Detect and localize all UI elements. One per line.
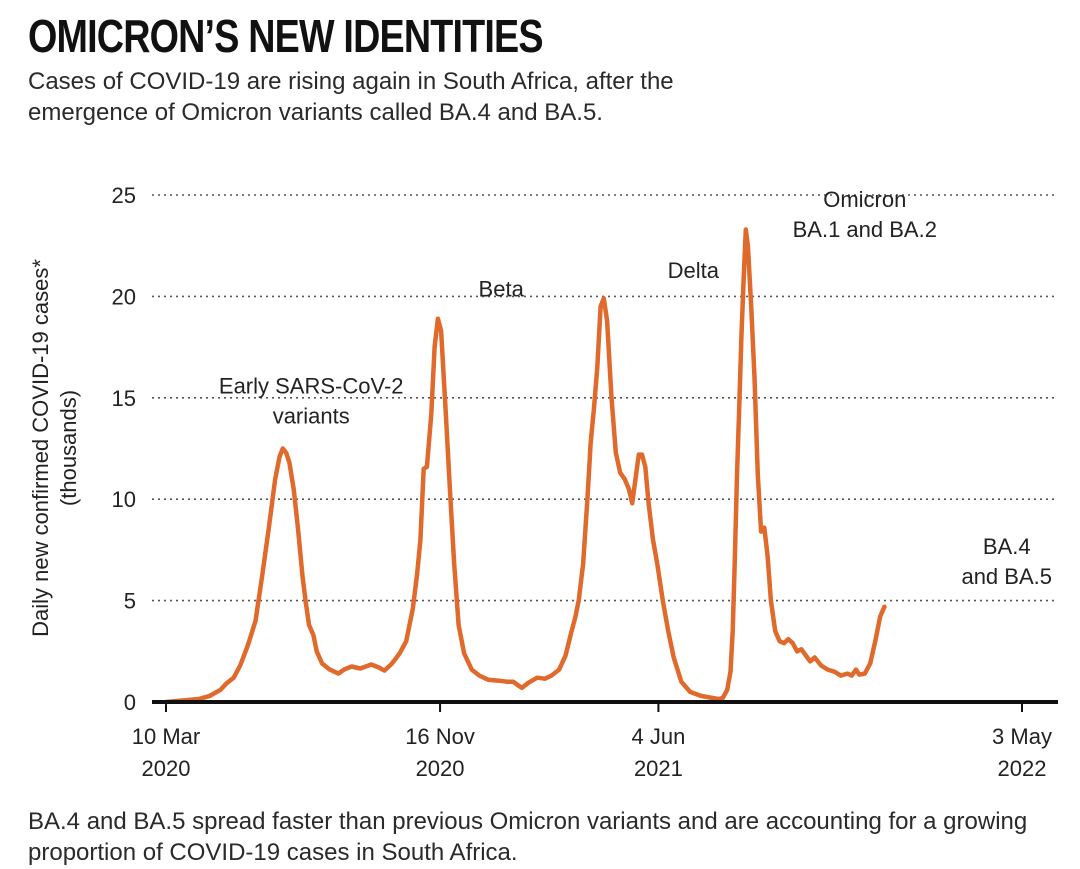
y-tick-label: 25 xyxy=(112,183,136,208)
footnote: BA.4 and BA.5 spread faster than previou… xyxy=(28,808,1028,866)
series-line-daily-cases xyxy=(163,227,887,705)
y-axis-label: Daily new confirmed COVID-19 cases* xyxy=(28,259,53,637)
annotation: Omicron BA.1 and BA.2 xyxy=(793,187,937,242)
annotation-label: Omicron xyxy=(823,187,906,212)
chart-title: OMICRON’S NEW IDENTITIES xyxy=(28,10,544,62)
x-tick-label: 4 Jun xyxy=(632,724,686,749)
y-tick-label: 5 xyxy=(124,589,136,614)
x-tick-label-year: 2020 xyxy=(416,756,465,781)
annotation-label: BA.4 xyxy=(983,534,1031,559)
x-tick-label: 3 May xyxy=(992,724,1052,749)
annotation-label: Early SARS-CoV-2 xyxy=(219,374,404,399)
annotation-label: Beta xyxy=(479,276,525,301)
y-axis-label-unit: (thousands) xyxy=(56,390,81,506)
x-tick-label-year: 2022 xyxy=(998,756,1047,781)
annotation: Early SARS-CoV-2 variants xyxy=(219,374,404,429)
gridlines xyxy=(152,194,1058,602)
annotation-label: variants xyxy=(273,404,350,429)
y-tick-label: 15 xyxy=(112,386,136,411)
x-tick-label-year: 2021 xyxy=(634,756,683,781)
y-tick-label: 20 xyxy=(112,284,136,309)
chart-subtitle: Cases of COVID-19 are rising again in So… xyxy=(28,68,674,126)
annotation: Beta xyxy=(479,276,525,301)
y-tick-label: 0 xyxy=(124,690,136,715)
x-tick-label: 16 Nov xyxy=(405,724,475,749)
x-axis-ticks: 10 Mar 2020 16 Nov 2020 4 Jun 2021 3 May 2022 xyxy=(132,702,1052,781)
x-tick-label: 10 Mar xyxy=(132,724,200,749)
x-tick-label-year: 2020 xyxy=(142,756,191,781)
wave-annotations: Early SARS-CoV-2 variants Beta Delta Omicron… xyxy=(219,187,1052,589)
annotation: BA.4 and BA.5 xyxy=(961,534,1052,589)
y-tick-label: 10 xyxy=(112,487,136,512)
annotation-label: and BA.5 xyxy=(961,564,1052,589)
annotation-label: BA.1 and BA.2 xyxy=(793,217,937,242)
annotation-label: Delta xyxy=(668,258,720,283)
annotation: Delta xyxy=(668,258,720,283)
y-axis-ticks: 0 5 10 15 20 25 xyxy=(112,183,136,715)
